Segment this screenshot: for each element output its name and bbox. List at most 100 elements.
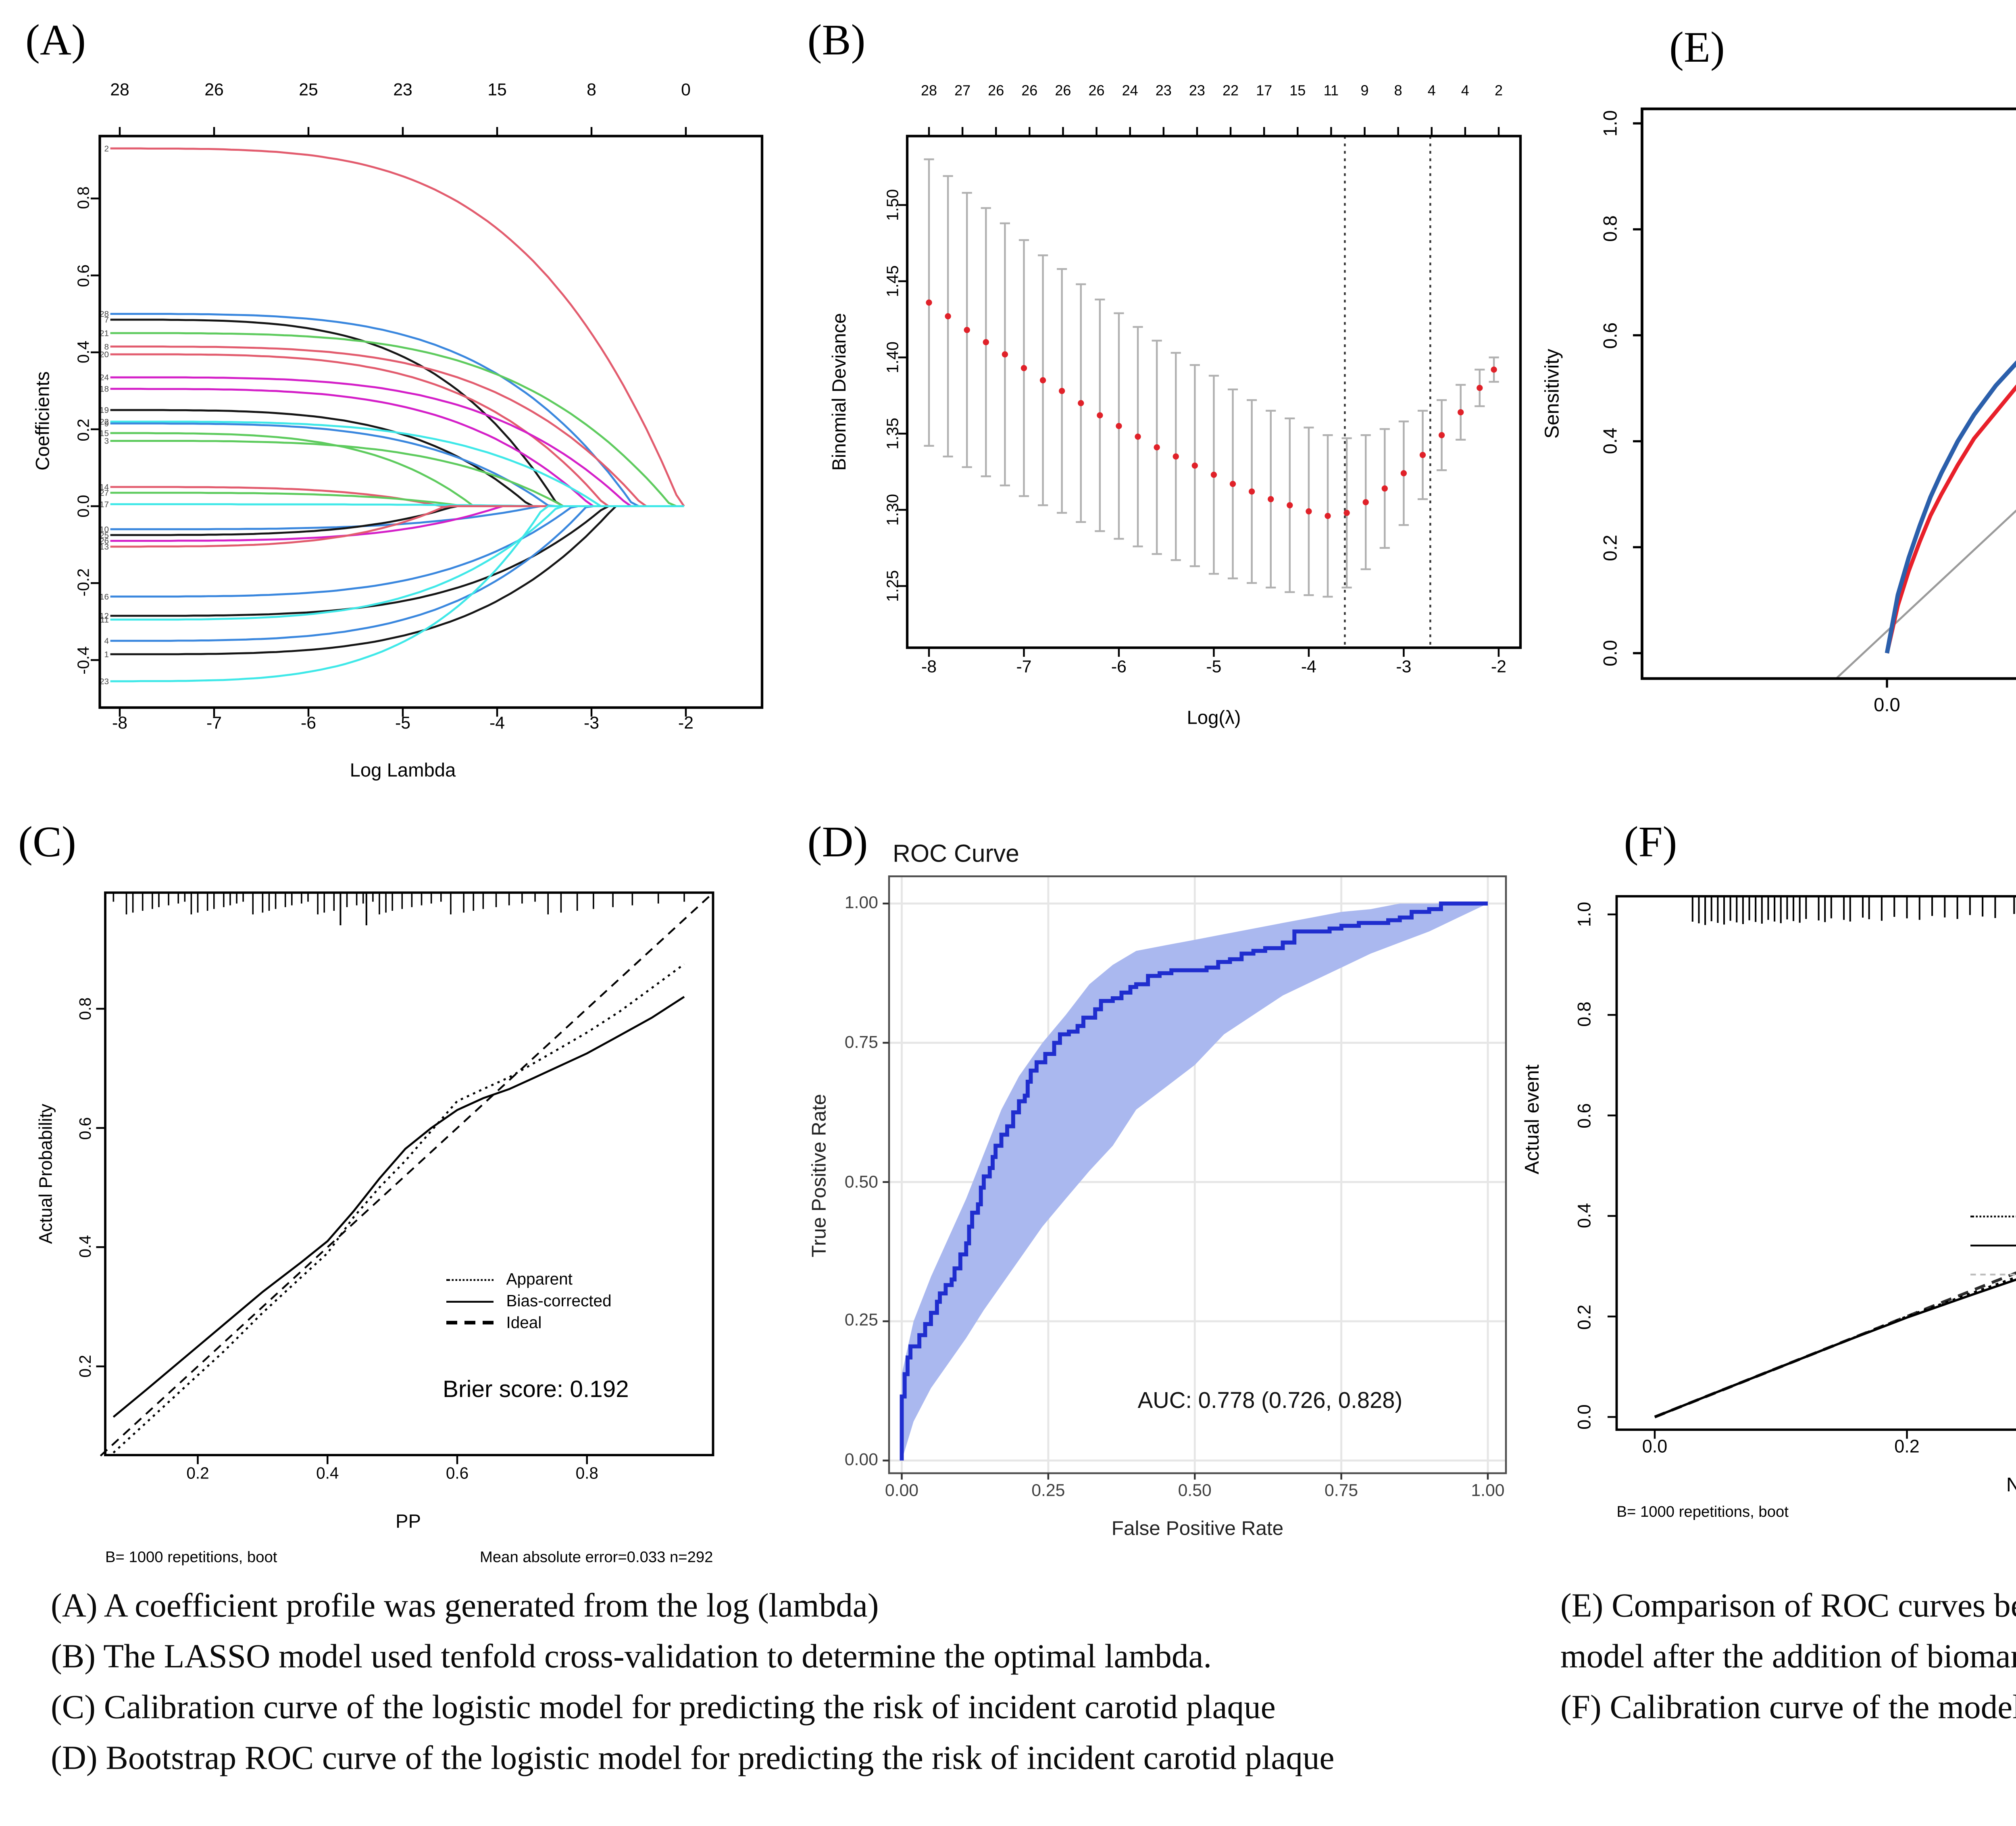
b-cv-point — [1173, 453, 1179, 460]
e-ytick-label: 0.2 — [1600, 534, 1622, 561]
b-topaxis-label: 27 — [954, 82, 971, 99]
b-ytick-label: 1.35 — [883, 418, 902, 450]
f-legend-apparent-line-sample — [1970, 1214, 2016, 1217]
a-topaxis-label: 0 — [681, 81, 691, 101]
a-series-label: 26 — [100, 537, 109, 546]
e-roc-lasso-line — [1885, 360, 2016, 654]
b-cv-point — [1097, 412, 1103, 419]
b-topaxis-label: 11 — [1323, 82, 1339, 99]
b-cv-point — [1325, 512, 1331, 519]
a-topaxis-label: 15 — [487, 81, 507, 101]
d-xtick-label: 0.25 — [1031, 1481, 1065, 1501]
f-ytick-label: 0.0 — [1576, 1404, 1596, 1430]
b-cv-point — [1268, 496, 1274, 502]
caption-left-d: (D) Bootstrap ROC curve of the logistic … — [51, 1742, 1335, 1778]
caption-right-f: (F) Calibration curve of the model after… — [1560, 1691, 2016, 1727]
a-series-label: 8 — [104, 342, 109, 352]
b-topaxis-label: 4 — [1461, 82, 1469, 99]
b-cv-point — [1135, 433, 1141, 440]
b-cv-point — [1191, 462, 1198, 469]
c-legend-ideal-label: Ideal — [506, 1314, 542, 1332]
c-brier-annotation: Brier score: 0.192 — [443, 1375, 629, 1403]
a-series-label: 23 — [100, 677, 109, 686]
d-xaxis-title: False Positive Rate — [1111, 1518, 1284, 1541]
c-legend-ideal-line-sample — [446, 1321, 494, 1324]
a-series-label: 19 — [100, 406, 109, 415]
f-legend-ideal-line-sample — [1970, 1272, 2016, 1275]
a-ytick-label: 0.2 — [74, 418, 93, 441]
c-footnote-right: Mean absolute error=0.033 n=292 — [480, 1547, 713, 1566]
b-topaxis-label: 15 — [1289, 82, 1306, 99]
a-series-label: 14 — [100, 483, 109, 492]
a-xtick-label: -4 — [489, 714, 505, 734]
b-xtick-label: -3 — [1396, 658, 1412, 678]
b-xtick-label: -6 — [1111, 658, 1127, 678]
a-ytick-label: 0.6 — [74, 264, 93, 287]
a-series-label: 13 — [100, 542, 109, 552]
c-legend-item-bias: Bias-corrected — [446, 1292, 612, 1310]
a-series-label: 18 — [100, 385, 109, 394]
a-xtick-label: -7 — [206, 714, 222, 734]
f-legend-item-bias: Bias−corrected — [1970, 1234, 2016, 1256]
lasso-curve-4 — [110, 505, 684, 642]
a-series-label: 24 — [100, 373, 109, 382]
b-topaxis-label: 26 — [1088, 82, 1105, 99]
b-cv-point — [964, 327, 970, 333]
f-legend: Apparent Bias−corrected Ideal — [1970, 1197, 2016, 1292]
lasso-curve-15 — [110, 432, 684, 507]
a-series-label: 28 — [100, 310, 109, 319]
a-xaxis-title: Log Lambda — [350, 760, 456, 782]
c-xtick-label: 0.8 — [575, 1464, 598, 1482]
c-xaxis-title: PP — [395, 1511, 421, 1533]
a-xtick-label: -3 — [583, 714, 600, 734]
a-topaxis-label: 25 — [299, 81, 318, 101]
a-xtick-label: -6 — [300, 714, 317, 734]
c-ideal-line — [100, 895, 711, 1457]
lasso-curve-23 — [110, 505, 684, 683]
a-series-label: 21 — [100, 329, 109, 338]
b-topaxis-label: 26 — [1055, 82, 1071, 99]
e-diagonal-reference-line — [1835, 509, 2016, 679]
c-plot-border — [104, 891, 714, 1456]
f-xtick-label: 0.0 — [1642, 1438, 1668, 1458]
f-ytick-label: 0.8 — [1576, 1002, 1596, 1028]
b-cv-point — [1491, 366, 1497, 373]
d-chart-title: ROC Curve — [893, 840, 1019, 868]
b-cv-point — [1362, 499, 1369, 506]
b-xtick-label: -7 — [1016, 658, 1032, 678]
c-legend-apparent-line-sample — [446, 1278, 494, 1280]
c-legend-apparent-label: Apparent — [506, 1270, 573, 1288]
f-ideal-line — [1654, 1271, 2016, 1418]
lasso-curve-22 — [110, 421, 684, 507]
b-cv-point — [1059, 388, 1065, 394]
b-cv-point — [1287, 502, 1293, 508]
c-legend-item-apparent: Apparent — [446, 1270, 612, 1288]
a-series-label: 1 — [104, 650, 109, 659]
b-cv-point — [945, 313, 951, 320]
b-ytick-label: 1.40 — [883, 341, 902, 373]
b-xtick-label: -8 — [921, 658, 937, 678]
a-xtick-label: -2 — [678, 714, 694, 734]
c-legend: Apparent Bias-corrected Ideal — [446, 1266, 612, 1335]
a-series-label: 12 — [100, 612, 109, 621]
d-xtick-label: 0.00 — [885, 1481, 919, 1501]
c-bias-corrected-line — [112, 996, 685, 1418]
b-xtick-label: -5 — [1206, 658, 1222, 678]
b-cv-point — [1306, 508, 1312, 514]
a-ytick-label: 0.4 — [74, 341, 93, 364]
e-ytick-label: 0.4 — [1600, 428, 1622, 455]
b-cv-point — [1438, 432, 1445, 438]
b-topaxis-label: 23 — [1155, 82, 1172, 99]
panel-e-label: (E) — [1669, 25, 1725, 73]
a-topaxis-label: 28 — [110, 81, 129, 101]
b-cv-point — [1248, 488, 1255, 495]
e-ytick-label: 0.8 — [1600, 216, 1622, 243]
e-plot-border — [1641, 107, 2016, 680]
b-topaxis-label: 8 — [1394, 82, 1402, 99]
b-cv-point — [1343, 510, 1350, 516]
lasso-curve-20 — [110, 353, 684, 507]
b-xaxis-title: Log(λ) — [1187, 708, 1241, 729]
e-ytick-label: 0.0 — [1600, 640, 1622, 666]
